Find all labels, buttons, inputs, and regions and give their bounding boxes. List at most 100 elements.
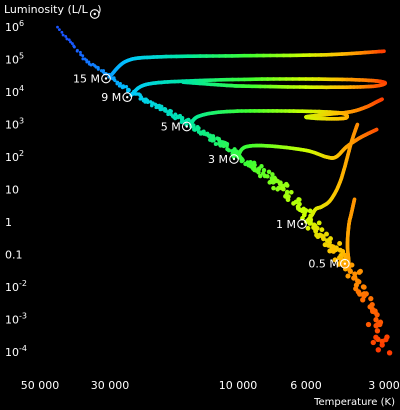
main-sequence-point (198, 131, 203, 136)
main-sequence-point (370, 308, 376, 315)
main-sequence-point (327, 248, 333, 254)
main-sequence-point (56, 25, 59, 29)
main-sequence-point (257, 173, 263, 179)
main-sequence-point (159, 107, 164, 112)
main-sequence-point (345, 273, 351, 279)
main-sequence-point (75, 49, 79, 53)
main-sequence-point (288, 189, 294, 195)
main-sequence-point (307, 221, 313, 226)
main-sequence-point (168, 109, 173, 114)
evolutionary-track-0-5 (345, 197, 357, 264)
main-sequence-point (295, 204, 301, 210)
x-tick-label: 30 000 (91, 379, 130, 392)
main-sequence-point (159, 104, 164, 109)
main-sequence-point (205, 132, 210, 137)
main-sequence-point (285, 197, 291, 203)
main-sequence-point (301, 212, 307, 218)
mass-label-text: 0.5 M (308, 258, 338, 271)
mass-label-text: 9 M (101, 91, 121, 104)
main-sequence-point (256, 170, 261, 175)
main-sequence-point (218, 143, 223, 148)
main-sequence-point (355, 289, 361, 295)
evolutionary-track-1 (304, 122, 360, 224)
main-sequence-point (352, 271, 358, 277)
main-sequence-point (96, 67, 100, 71)
mass-label-1: 1 M (276, 218, 307, 231)
main-sequence-point (271, 185, 276, 191)
main-sequence-point (349, 262, 355, 268)
sun-symbol-icon (181, 121, 192, 132)
main-sequence-point (296, 197, 301, 202)
main-sequence-point (375, 347, 381, 353)
main-sequence-point (221, 143, 226, 149)
main-sequence-point (368, 295, 374, 302)
x-tick-label: 50 000 (21, 379, 60, 392)
main-sequence-point (369, 301, 375, 308)
main-sequence-point (316, 220, 322, 226)
main-sequence-point (315, 234, 321, 240)
sun-symbol-icon (122, 92, 133, 102)
y-tick-label: 106 (5, 19, 24, 34)
main-sequence-point (374, 312, 380, 318)
y-tick-label: 10-4 (5, 344, 27, 359)
main-sequence-point (284, 183, 290, 188)
y-tick-label: 103 (5, 117, 24, 132)
main-sequence (56, 25, 393, 356)
x-tick-label: 10 000 (219, 379, 258, 392)
main-sequence-point (332, 257, 338, 263)
mass-label-0-5: 0.5 M (308, 258, 350, 271)
main-sequence-point (365, 321, 372, 328)
main-sequence-point (145, 100, 150, 105)
main-sequence-point (65, 37, 69, 41)
sun-symbol-icon (101, 73, 111, 84)
main-sequence-point (224, 143, 229, 148)
main-sequence-point (373, 334, 379, 340)
main-sequence-point (303, 208, 309, 213)
main-sequence-point (78, 50, 82, 54)
main-sequence-point (67, 38, 71, 42)
main-sequence-point (60, 30, 64, 34)
sun-symbol-icon (339, 258, 350, 269)
main-sequence-point (70, 42, 74, 46)
mass-labels: 15 M9 M 5 M 3 M 1 M 0.5 M (73, 72, 350, 271)
y-tick-label: 10 (5, 184, 19, 197)
main-sequence-point (185, 118, 190, 123)
main-sequence-point (115, 80, 119, 85)
main-sequence-point (210, 137, 215, 142)
main-sequence-point (226, 148, 231, 153)
main-sequence-point (379, 342, 385, 348)
main-sequence-point (383, 336, 389, 343)
main-sequence-point (313, 227, 319, 233)
main-sequence-point (328, 236, 333, 242)
evolutionary-track-9 (129, 77, 388, 97)
main-sequence-point (276, 185, 281, 191)
main-sequence-point (319, 227, 325, 233)
sun-symbol-icon (89, 9, 100, 19)
main-sequence-point (374, 328, 381, 334)
main-sequence-point (360, 297, 366, 303)
main-sequence-point (173, 116, 178, 121)
main-sequence-point (305, 225, 311, 231)
y-tick-label: 0.1 (5, 249, 23, 262)
mass-label-text: 3 M (208, 153, 228, 166)
main-sequence-point (291, 201, 296, 206)
mass-label-text: 5 M (161, 121, 181, 134)
main-sequence-point (202, 131, 207, 136)
main-sequence-point (277, 181, 283, 187)
main-sequence-point (196, 126, 201, 131)
main-sequence-point (150, 103, 154, 108)
main-sequence-point (138, 97, 142, 101)
main-sequence-point (69, 40, 72, 44)
y-tick-label: 104 (5, 84, 24, 99)
mass-label-15: 15 M (73, 72, 111, 85)
x-tick-label: 3 000 (368, 379, 400, 392)
main-sequence-point (61, 33, 65, 37)
x-axis-ticks: 50 000 30 000 10 000 6 000 3 000 (21, 379, 400, 392)
y-tick-label: 10-3 (5, 312, 27, 327)
y-tick-label: 10-2 (5, 279, 27, 294)
main-sequence-point (307, 208, 313, 214)
mass-label-text: 15 M (73, 72, 100, 85)
